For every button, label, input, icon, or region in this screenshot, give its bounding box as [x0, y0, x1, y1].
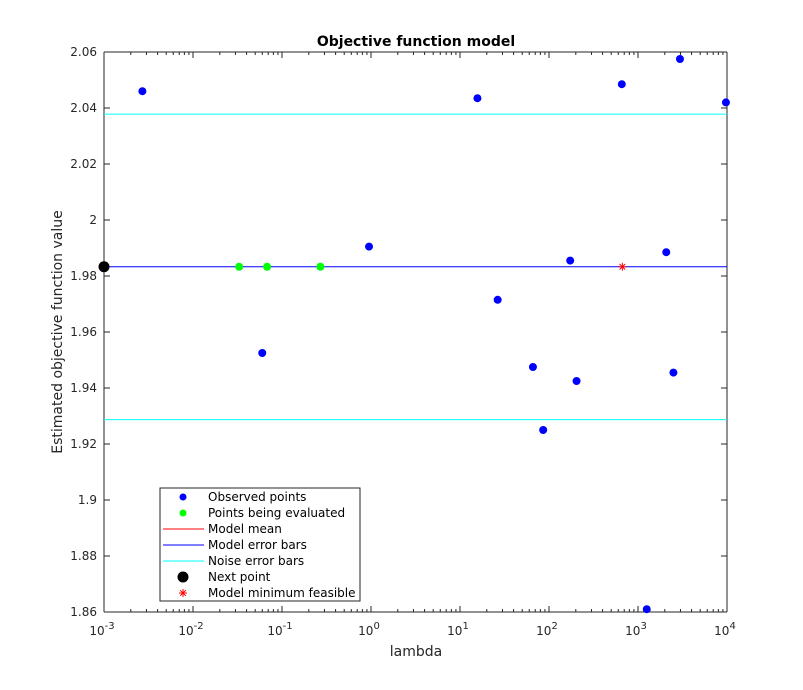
x-tick-exponent: 0	[373, 621, 379, 632]
chart-title: Objective function model	[317, 34, 515, 50]
observed-point	[675, 55, 684, 63]
y-tick-label: 1.88	[70, 549, 97, 563]
legend-label: Points being evaluated	[208, 506, 345, 520]
x-tick-label: 101	[447, 621, 469, 638]
x-tick-label: 103	[625, 621, 647, 638]
evaluated-point	[316, 262, 325, 271]
legend-label: Model error bars	[208, 538, 307, 552]
asterisk-stroke	[179, 589, 187, 597]
x-tick-base: 10	[625, 624, 640, 638]
legend-swatch-marker	[179, 493, 187, 501]
x-tick-label: 10-2	[178, 621, 203, 638]
legend-label: Model mean	[208, 522, 282, 536]
observed-point	[642, 605, 651, 614]
y-tick-label: 1.98	[70, 269, 97, 283]
observed-point	[617, 80, 626, 89]
observed-point	[473, 94, 482, 103]
x-tick-exponent: 1	[462, 621, 468, 632]
observed-point	[258, 349, 267, 357]
legend: Observed points Points being evaluated Mod…	[159, 487, 361, 602]
observed-point	[566, 256, 575, 265]
x-tick-base: 10	[447, 624, 462, 638]
observed-point	[721, 98, 730, 107]
legend-swatch-asterisk	[179, 589, 187, 597]
x-tick-label: 100	[358, 621, 380, 638]
observed-point	[669, 368, 678, 377]
x-tick-base: 10	[178, 624, 193, 638]
y-tick-label: 2	[89, 213, 97, 227]
observed-point	[528, 363, 537, 371]
y-tick-label: 1.92	[70, 437, 97, 451]
y-tick-label: 1.94	[70, 381, 97, 395]
x-tick-exponent: 3	[640, 621, 646, 632]
x-axis-label: lambda	[390, 644, 442, 660]
x-tick-base: 10	[358, 624, 373, 638]
x-tick-base: 10	[89, 624, 104, 638]
x-tick-exponent: -1	[283, 621, 293, 632]
legend-label: Model minimum feasible	[208, 586, 356, 600]
observed-point	[572, 377, 581, 385]
axes: 1.86 1.88 1.9 1.92 1.94 1.96 1.98 2 2.02 2.04 2.06…	[70, 45, 736, 638]
observed-point	[138, 87, 147, 96]
evaluated-point	[235, 262, 244, 271]
y-tick-label: 1.86	[70, 605, 97, 619]
next-point	[98, 261, 110, 273]
x-tick-exponent: 4	[729, 621, 735, 632]
y-tick-label: 1.9	[78, 493, 97, 507]
model-minimum-marker	[618, 262, 627, 271]
observed-point	[539, 426, 548, 434]
x-tick-label: 10-1	[267, 621, 292, 638]
legend-label: Next point	[208, 570, 271, 584]
y-tick-label: 2.02	[70, 157, 97, 171]
y-tick-label: 2.06	[70, 45, 97, 59]
x-tick-label: 104	[714, 621, 736, 638]
observed-point	[365, 242, 374, 251]
x-tick-exponent: 2	[551, 621, 557, 632]
legend-label: Observed points	[208, 490, 306, 504]
legend-swatch-marker	[179, 509, 187, 517]
x-tick-exponent: -3	[105, 621, 115, 632]
x-tick-base: 10	[536, 624, 551, 638]
x-tick-exponent: -2	[194, 621, 204, 632]
observed-point	[662, 248, 671, 257]
x-tick-base: 10	[267, 624, 282, 638]
x-tick-label: 10-3	[89, 621, 114, 638]
evaluated-point	[263, 262, 272, 271]
asterisk-stroke	[619, 263, 626, 270]
legend-label: Noise error bars	[208, 554, 304, 568]
legend-swatch-marker	[177, 571, 189, 583]
y-axis-label: Estimated objective function value	[50, 210, 66, 453]
series-layer	[98, 55, 730, 614]
x-tick-base: 10	[714, 624, 729, 638]
x-tick-label: 102	[536, 621, 558, 638]
y-tick-label: 2.04	[70, 101, 97, 115]
y-tick-label: 1.96	[70, 325, 97, 339]
observed-point	[493, 295, 502, 304]
